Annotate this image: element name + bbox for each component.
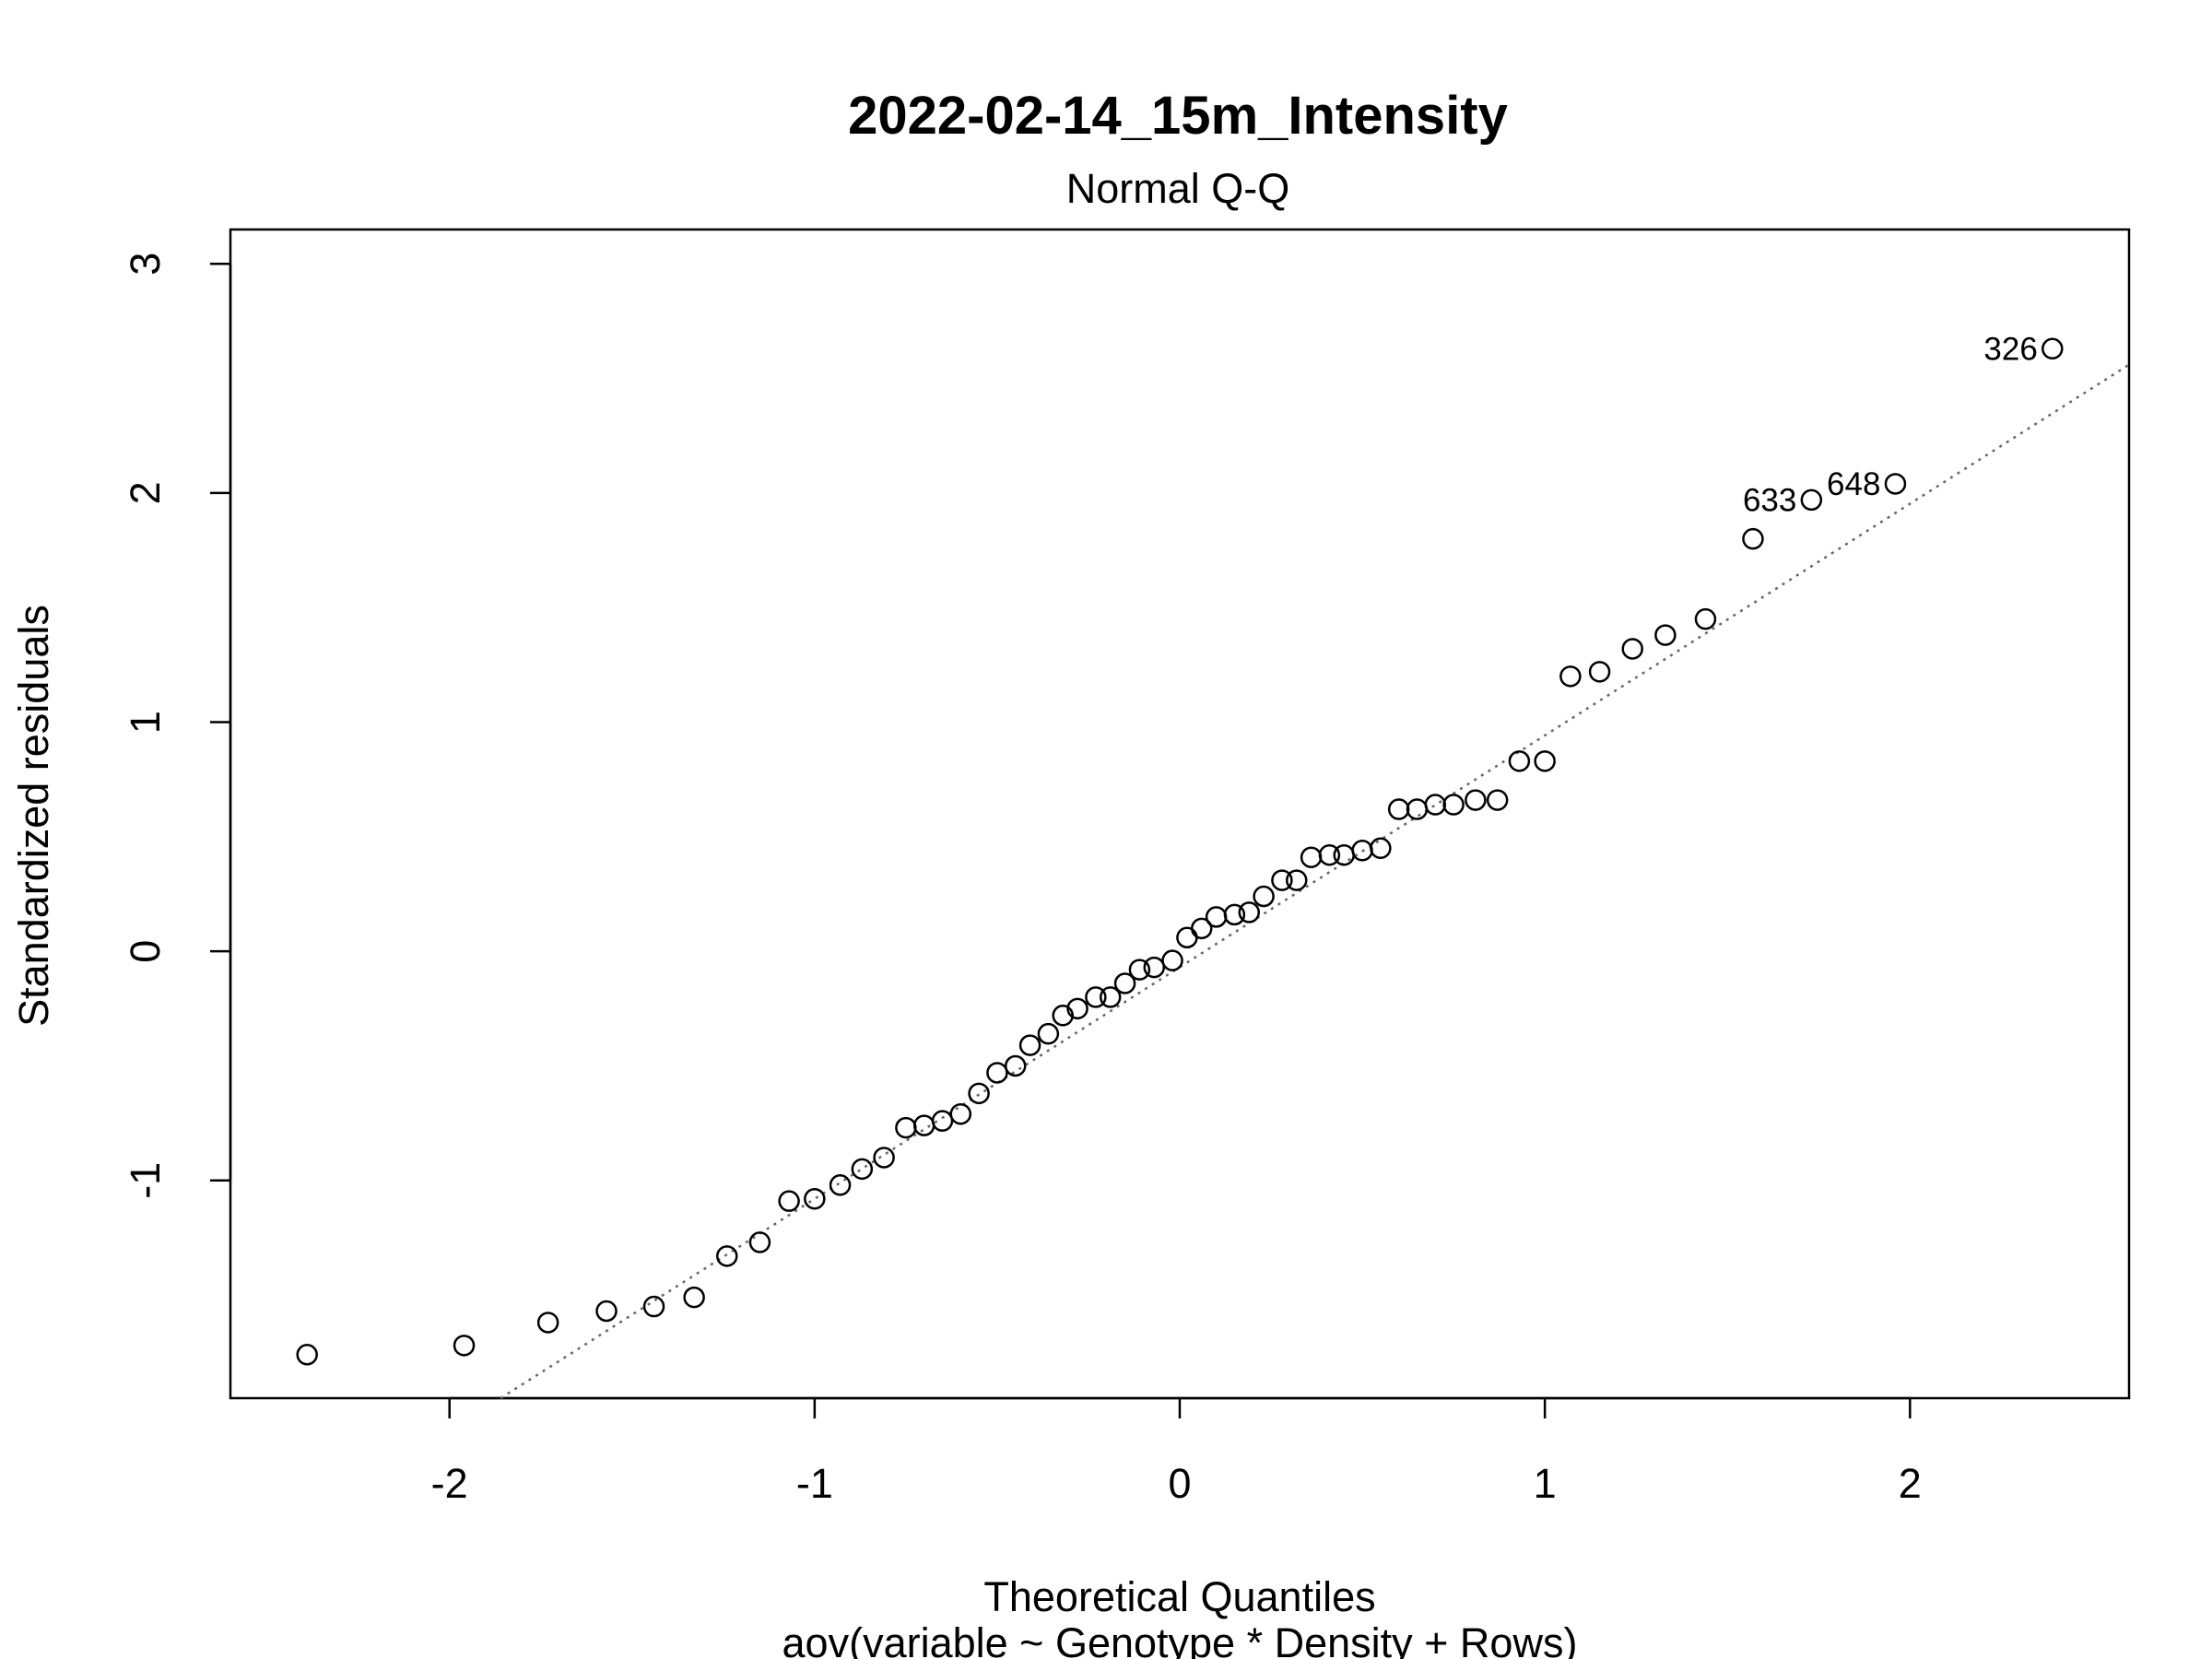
data-point (1654, 624, 1677, 646)
data-point (1318, 844, 1341, 866)
data-point (1223, 903, 1246, 926)
y-tick-label: 1 (122, 711, 169, 734)
data-point (1424, 794, 1447, 816)
point-label: 633 (1743, 482, 1796, 518)
data-point (642, 1295, 665, 1318)
data-point (1004, 1054, 1027, 1077)
data-point (986, 1062, 1008, 1084)
data-point (1621, 638, 1643, 660)
data-point (1442, 794, 1465, 816)
data-point (1286, 869, 1308, 891)
data-point (1018, 1034, 1041, 1056)
data-point (851, 1158, 874, 1181)
data-point (949, 1102, 972, 1125)
x-tick-label: 1 (1534, 1460, 1557, 1507)
data-point (1099, 986, 1122, 1008)
x-tick-label: -1 (796, 1460, 833, 1507)
data-point (1113, 972, 1136, 994)
data-point (453, 1335, 476, 1357)
x-tick-label: 2 (1899, 1460, 1922, 1507)
chart-subtitle: Normal Q-Q (1066, 165, 1290, 212)
data-point (1742, 527, 1764, 550)
data-point (1406, 798, 1429, 820)
point-label: 648 (1827, 466, 1880, 502)
data-point (1370, 837, 1392, 860)
data-point (1253, 885, 1275, 908)
data-point (716, 1245, 738, 1267)
x-tick-label: -2 (431, 1460, 468, 1507)
data-point (1333, 844, 1356, 866)
data-point (895, 1116, 917, 1139)
data-point (778, 1190, 800, 1212)
y-axis: -1 0 1 2 3 (122, 253, 232, 1199)
chart-title: 2022-02-14_15m_Intensity (848, 86, 1508, 146)
y-axis-title: Standardized residuals (10, 605, 57, 1027)
data-point (1205, 906, 1228, 928)
plot-frame (229, 228, 2131, 1400)
data-point (873, 1147, 895, 1169)
data-point (1534, 750, 1556, 772)
y-tick-label: 2 (122, 481, 169, 504)
data-point (1066, 997, 1088, 1020)
y-tick-label: -1 (122, 1162, 169, 1199)
x-axis: -2 -1 0 1 2 (431, 1396, 1922, 1507)
data-point (1508, 750, 1531, 772)
data-point (1588, 661, 1611, 683)
data-point (1176, 926, 1198, 949)
data-points (296, 337, 2064, 1366)
data-point (1085, 986, 1107, 1008)
data-point (912, 1114, 935, 1136)
data-point (931, 1110, 954, 1132)
data-point (1800, 488, 1823, 512)
data-point (1271, 869, 1293, 891)
data-point (1037, 1022, 1060, 1045)
data-point (1300, 846, 1323, 868)
reference-line (500, 363, 2130, 1400)
data-point (1465, 789, 1487, 811)
data-point (748, 1231, 771, 1253)
data-point (804, 1187, 826, 1210)
data-point (1143, 956, 1166, 979)
data-point (1052, 1005, 1074, 1027)
data-point (2041, 337, 2064, 360)
data-point (536, 1312, 559, 1334)
data-point (1387, 798, 1410, 820)
data-point (1191, 917, 1213, 940)
data-point (683, 1286, 705, 1309)
data-point (968, 1082, 990, 1105)
data-point (1559, 665, 1582, 688)
data-point (1694, 607, 1717, 630)
data-point (595, 1300, 618, 1323)
x-axis-title: Theoretical Quantiles (983, 1573, 1375, 1620)
data-point (1128, 959, 1151, 981)
data-point (1161, 949, 1183, 971)
data-point (1238, 901, 1261, 924)
y-tick-label: 0 (122, 940, 169, 963)
data-point (829, 1174, 852, 1196)
point-label: 326 (1983, 331, 2037, 367)
data-point (296, 1344, 318, 1366)
data-point (1486, 789, 1509, 811)
x-axis-subtitle: aov(variable ~ Genotype * Density + Rows… (782, 1619, 1578, 1659)
point-labels: 633 648 326 (1743, 331, 2038, 518)
x-tick-label: 0 (1168, 1460, 1191, 1507)
data-point (1884, 473, 1907, 495)
y-tick-label: 3 (122, 253, 169, 276)
